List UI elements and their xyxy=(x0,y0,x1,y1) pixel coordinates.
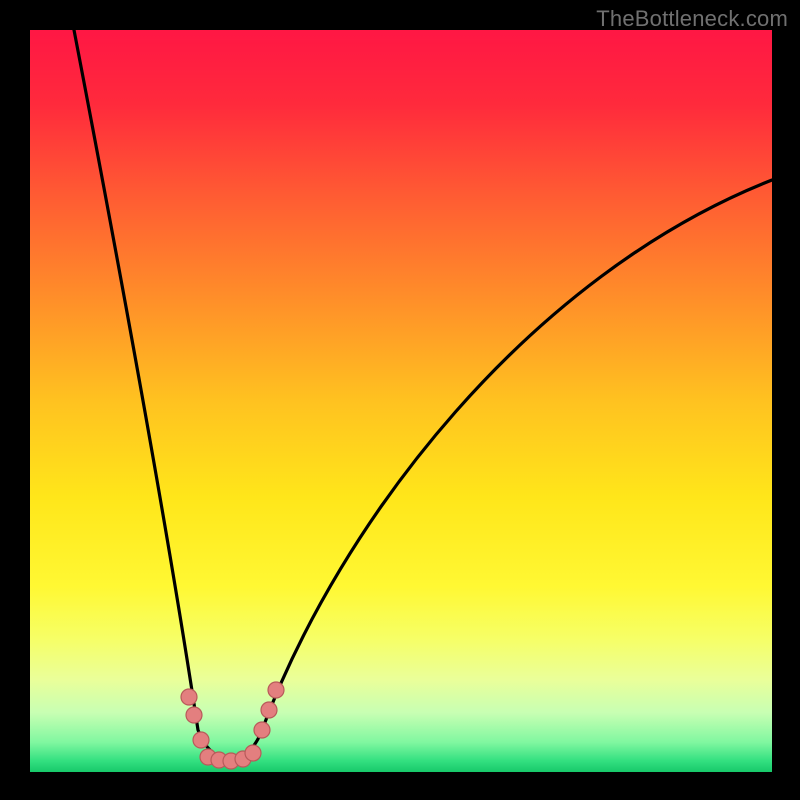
curve-marker xyxy=(193,732,209,748)
curve-marker xyxy=(245,745,261,761)
curve-marker xyxy=(261,702,277,718)
curve-marker xyxy=(254,722,270,738)
chart-plot-area xyxy=(30,30,772,772)
curve-marker xyxy=(186,707,202,723)
watermark-text: TheBottleneck.com xyxy=(596,6,788,32)
curve-marker xyxy=(181,689,197,705)
bottleneck-curve xyxy=(74,30,772,760)
bottleneck-curve-chart xyxy=(30,30,772,772)
curve-marker xyxy=(268,682,284,698)
